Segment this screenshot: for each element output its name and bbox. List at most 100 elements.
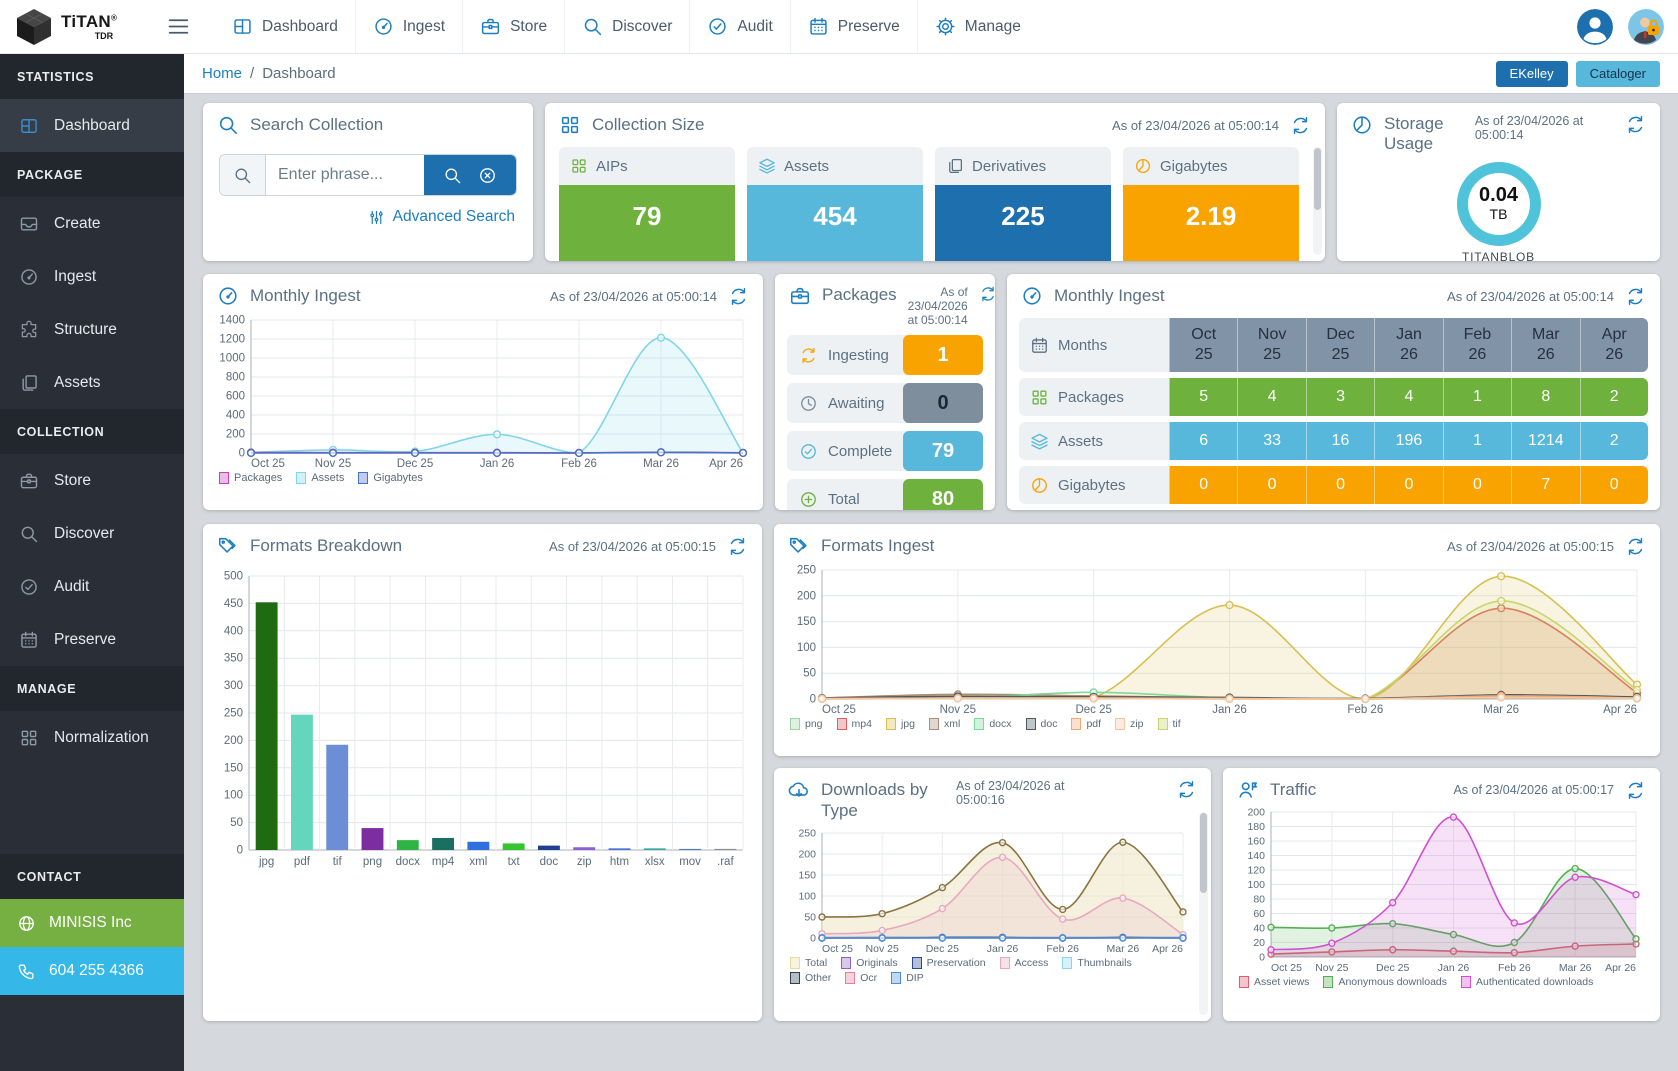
grid-icon [1030, 388, 1049, 407]
grid-icon [570, 157, 588, 175]
refresh-icon[interactable] [979, 285, 995, 303]
legend-swatch [837, 718, 847, 730]
legend-item[interactable]: Anonymous downloads [1323, 976, 1447, 988]
nav-dashboard[interactable]: Dashboard [215, 0, 355, 53]
search-icon[interactable] [443, 166, 462, 185]
legend-item[interactable]: zip [1115, 718, 1143, 730]
legend-swatch [1239, 976, 1249, 988]
grid-icon [19, 728, 39, 748]
search-phrase-input[interactable] [266, 155, 424, 195]
svg-text:300: 300 [224, 680, 243, 692]
nav-manage[interactable]: Manage [917, 0, 1038, 53]
legend-item[interactable]: png [790, 718, 823, 730]
calendar-icon [808, 16, 829, 37]
refresh-icon[interactable] [1625, 286, 1646, 307]
calendar-icon [1030, 336, 1049, 355]
legend-item[interactable]: Originals [841, 957, 897, 969]
advanced-search-link[interactable]: Advanced Search [203, 208, 515, 226]
svg-text:zip: zip [577, 856, 592, 868]
legend-item[interactable]: mp4 [837, 718, 872, 730]
legend-item[interactable]: Preservation [912, 957, 986, 969]
locked-profile-avatar[interactable] [1628, 9, 1664, 45]
role-button[interactable]: Cataloger [1576, 61, 1660, 87]
search-icon [217, 114, 239, 136]
legend-item[interactable]: Thumbnails [1062, 957, 1131, 969]
svg-text:0: 0 [239, 448, 245, 460]
contact-company-link[interactable]: MINISIS Inc [0, 899, 184, 947]
app-logo[interactable]: TiTAN® TDR [14, 7, 162, 47]
legend-item[interactable]: Gigabytes [358, 472, 423, 484]
user-button[interactable]: EKelley [1496, 61, 1568, 87]
breadcrumb-separator: / [250, 65, 254, 82]
legend-item[interactable]: Assets [296, 472, 344, 484]
legend-item[interactable]: Authenticated downloads [1461, 976, 1593, 988]
sidebar-item-assets[interactable]: Assets [0, 356, 184, 409]
svg-text:xlsx: xlsx [645, 856, 665, 868]
legend-item[interactable]: DIP [891, 972, 924, 984]
legend-item[interactable]: Access [1000, 957, 1049, 969]
refresh-icon[interactable] [727, 536, 748, 557]
svg-text:Feb 26: Feb 26 [1046, 943, 1079, 955]
gauge-icon [373, 16, 394, 37]
refresh-icon[interactable] [1625, 780, 1646, 801]
nav-preserve[interactable]: Preserve [790, 0, 917, 53]
legend-item[interactable]: jpg [886, 718, 915, 730]
sidebar-item-dashboard[interactable]: Dashboard [0, 99, 184, 152]
svg-text:0: 0 [810, 932, 816, 944]
clear-search-icon[interactable] [478, 166, 497, 185]
svg-text:150: 150 [224, 762, 243, 774]
card-title: Monthly Ingest [1054, 286, 1165, 306]
svg-text:png: png [363, 856, 382, 868]
contact-phone-link[interactable]: 604 255 4366 [0, 947, 184, 995]
tags-icon [788, 535, 810, 557]
legend-item[interactable]: Total [790, 957, 827, 969]
sidebar-item-structure[interactable]: Structure [0, 303, 184, 356]
legend-item[interactable]: tif [1158, 718, 1181, 730]
sidebar-item-normalization[interactable]: Normalization [0, 711, 184, 764]
legend-item[interactable]: Packages [219, 472, 282, 484]
storage-usage-card: Storage Usage As of 23/04/2026 at 05:00:… [1337, 103, 1660, 261]
as-of-timestamp: As of 23/04/2026 at 05:00:14 [908, 285, 968, 327]
svg-text:mp4: mp4 [432, 856, 455, 868]
table-row-assets: Assets 6 33 16 196 1 1214 2 [1019, 422, 1648, 460]
nav-audit[interactable]: Audit [689, 0, 789, 53]
legend-item[interactable]: Asset views [1239, 976, 1309, 988]
hamburger-menu-icon[interactable] [166, 14, 191, 39]
nav-ingest[interactable]: Ingest [355, 0, 462, 53]
breadcrumb-home-link[interactable]: Home [202, 65, 242, 82]
refresh-icon[interactable] [728, 286, 749, 307]
legend-item[interactable]: pdf [1071, 718, 1101, 730]
user-avatar[interactable] [1577, 9, 1613, 45]
legend-item[interactable]: Ocr [845, 972, 877, 984]
legend-swatch [358, 472, 368, 484]
refresh-icon[interactable] [1625, 536, 1646, 557]
scrollbar[interactable] [1313, 147, 1322, 255]
legend-swatch [1071, 718, 1081, 730]
as-of-timestamp: As of 23/04/2026 at 05:00:14 [1112, 118, 1279, 133]
legend-item[interactable]: doc [1026, 718, 1058, 730]
sidebar-item-ingest[interactable]: Ingest [0, 250, 184, 303]
stat-value: 225 [935, 185, 1111, 261]
legend-item[interactable]: xml [929, 718, 960, 730]
legend-item[interactable]: Other [790, 972, 831, 984]
legend-item[interactable]: docx [974, 718, 1011, 730]
scrollbar[interactable] [1199, 812, 1208, 1015]
sidebar-item-preserve[interactable]: Preserve [0, 613, 184, 666]
nav-discover[interactable]: Discover [564, 0, 689, 53]
nav-store[interactable]: Store [462, 0, 564, 53]
search-submit-button[interactable] [424, 155, 516, 195]
sidebar-item-discover[interactable]: Discover [0, 507, 184, 560]
refresh-icon[interactable] [1176, 779, 1197, 800]
refresh-icon[interactable] [1625, 114, 1646, 135]
svg-text:.raf: .raf [717, 856, 734, 868]
formats-breakdown-chart: 050100150200250300350400450500jpgpdftifp… [209, 570, 750, 870]
sidebar-item-create[interactable]: Create [0, 197, 184, 250]
search-icon [233, 166, 252, 185]
sidebar-item-audit[interactable]: Audit [0, 560, 184, 613]
sidebar-item-store[interactable]: Store [0, 454, 184, 507]
svg-text:0: 0 [1259, 952, 1265, 964]
svg-text:Apr 26: Apr 26 [709, 458, 743, 470]
refresh-icon[interactable] [1290, 115, 1311, 136]
svg-text:250: 250 [224, 708, 243, 720]
card-title: Collection Size [592, 115, 704, 135]
